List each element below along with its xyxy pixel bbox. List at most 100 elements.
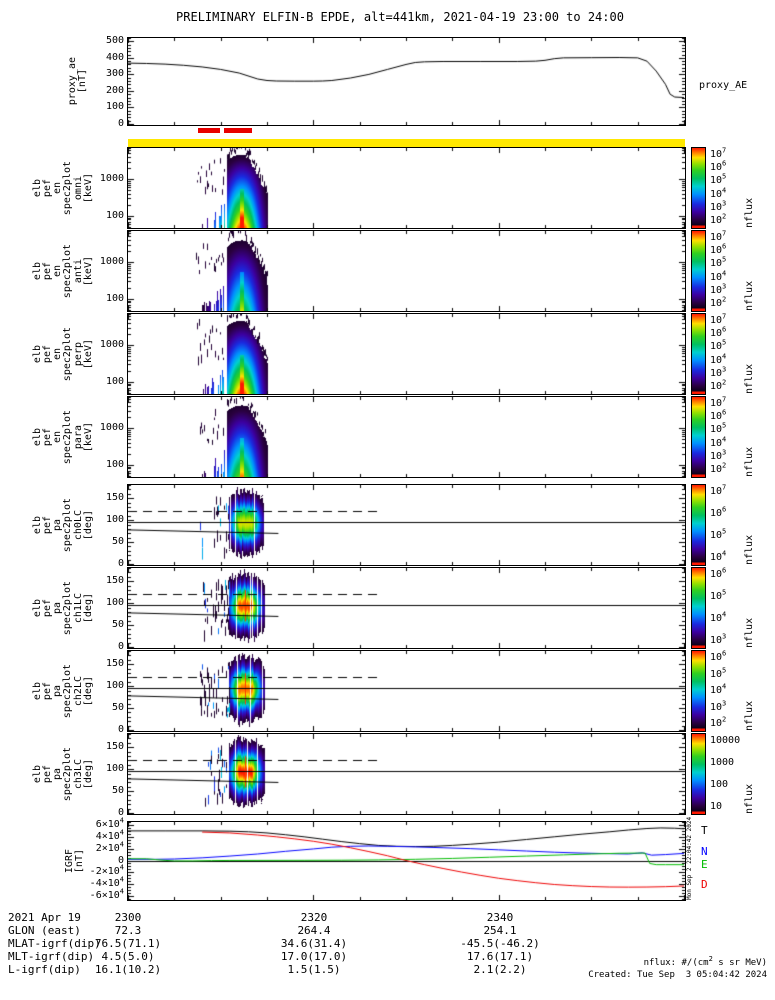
colorbar	[691, 484, 706, 566]
xaxis-row-value: -45.5(-46.2)	[460, 937, 540, 950]
colorbar-tick-label: 105	[710, 666, 727, 680]
xaxis-row-value: 17.0(17.0)	[280, 950, 348, 963]
colorbar-unit-label: nflux	[744, 783, 755, 814]
colorbar-tick-label: 104	[710, 682, 727, 696]
y-tick-label: 150	[105, 741, 124, 753]
xaxis-row-label: 2021 Apr 19	[8, 911, 81, 924]
y-tick-label: 0	[117, 807, 124, 818]
colorbar-tick-label: 107	[710, 229, 727, 243]
y-tick-label: 1000	[99, 173, 124, 185]
y-tick-label: 0	[117, 724, 124, 735]
y-tick-label: 50	[111, 785, 124, 797]
colorbar-unit-label: nflux	[744, 446, 755, 477]
status-bar-yellow	[128, 139, 685, 147]
pa-spec-plot-ch3LC	[127, 733, 686, 815]
colorbar	[691, 230, 706, 312]
colorbar-tick-label: 102	[710, 212, 727, 226]
y-tick-label: 1000	[99, 339, 124, 351]
en-spec-plot-para	[127, 396, 686, 478]
colorbar	[691, 650, 706, 732]
en-spec-plot-omni	[127, 147, 686, 229]
colorbar-tick-label: 106	[710, 649, 727, 663]
colorbar-tick-label: 107	[710, 146, 727, 160]
colorbar-unit-label: nflux	[744, 617, 755, 648]
colorbar	[691, 313, 706, 395]
panel-side-label-line: spec2plot	[62, 409, 74, 465]
panel-side-label-line: spec2plot	[62, 160, 74, 216]
colorbar-tick-label: 105	[710, 173, 727, 187]
colorbar-tick-label: 107	[710, 483, 727, 497]
figure-title: PRELIMINARY ELFIN-B EPDE, alt=441km, 202…	[176, 10, 624, 24]
y-tick-label: 100	[105, 680, 124, 692]
xaxis-row-value: 2300	[114, 911, 142, 924]
y-tick-label: 0	[117, 558, 124, 569]
xaxis-row-value: 34.6(31.4)	[280, 937, 348, 950]
xaxis-row-value: 17.6(17.1)	[466, 950, 534, 963]
y-tick-label: 150	[105, 575, 124, 587]
colorbar-tick-label: 103	[710, 699, 727, 713]
colorbar-unit-label: nflux	[744, 700, 755, 731]
colorbar-tick-label: 106	[710, 159, 727, 174]
panel-side-label-line: spec2plot	[62, 243, 74, 299]
colorbar-tick-label: 102	[710, 461, 727, 475]
xaxis-row-value: 16.1(10.2)	[94, 963, 162, 976]
y-tick-label: 0	[117, 118, 124, 129]
colorbar	[691, 396, 706, 478]
y-tick-label: 300	[105, 68, 124, 80]
y-tick-label: 500	[105, 35, 124, 47]
xaxis-row-value: 2340	[486, 911, 514, 924]
xaxis-row-value: 4.5(5.0)	[101, 950, 155, 963]
status-bar-red	[223, 128, 253, 133]
colorbar-tick-label: 102	[710, 378, 727, 392]
xaxis-row-label: MLAT-igrf(dip)	[8, 937, 101, 950]
colorbar-tick-label: 10000	[710, 735, 741, 746]
colorbar-unit-label: nflux	[744, 534, 755, 565]
colorbar-tick-label: 102	[710, 295, 727, 309]
y-tick-label: 4×104	[95, 828, 124, 842]
y-tick-label: 400	[105, 51, 124, 63]
colorbar-tick-label: 106	[710, 505, 727, 519]
y-tick-label: 100	[105, 292, 124, 304]
panel-side-label-line: spec2plot	[62, 326, 74, 382]
colorbar-unit-label: nflux	[744, 363, 755, 394]
y-tick-label: -2×104	[89, 864, 124, 878]
colorbar-tick-label: 106	[710, 325, 727, 340]
y-tick-label: 100	[105, 101, 124, 113]
xaxis-row-value: 1.5(1.5)	[287, 963, 341, 976]
y-tick-label: 50	[111, 619, 124, 631]
footer-nflux-units: nflux: #/(cm2 s sr MeV)	[643, 955, 767, 969]
y-tick-label: 100	[105, 763, 124, 775]
igrf-legend-T: T	[701, 824, 708, 837]
colorbar-tick-label: 103	[710, 282, 727, 296]
igrf-legend-E: E	[701, 858, 708, 871]
y-tick-label: 50	[111, 702, 124, 714]
colorbar-tick-label: 104	[710, 610, 727, 624]
pa-spec-plot-ch1LC	[127, 567, 686, 649]
y-tick-label: 100	[105, 209, 124, 221]
colorbar-tick-label: 105	[710, 339, 727, 353]
y-tick-label: 100	[105, 597, 124, 609]
colorbar-tick-label: 104	[710, 186, 727, 200]
y-tick-label: 200	[105, 84, 124, 96]
colorbar-tick-label: 103	[710, 448, 727, 462]
y-tick-label: 150	[105, 658, 124, 670]
colorbar-tick-label: 104	[710, 435, 727, 449]
proxy-ae-plot	[127, 37, 686, 126]
igrf-legend-N: N	[701, 845, 708, 858]
y-tick-label: 100	[105, 458, 124, 470]
xaxis-row-value: 264.4	[297, 924, 331, 937]
colorbar-tick-label: 105	[710, 256, 727, 270]
xaxis-row-value: 2320	[300, 911, 328, 924]
xaxis-row-value: 254.1	[483, 924, 517, 937]
igrf-legend-D: D	[701, 878, 708, 891]
colorbar	[691, 147, 706, 229]
colorbar-tick-label: 104	[710, 352, 727, 366]
y-tick-label: 50	[111, 536, 124, 548]
y-tick-label: 2×104	[95, 840, 124, 854]
colorbar-tick-label: 104	[710, 549, 727, 563]
pa-spec-plot-ch2LC	[127, 650, 686, 732]
xaxis-row-value: 76.5(71.1)	[94, 937, 162, 950]
colorbar-tick-label: 106	[710, 566, 727, 580]
colorbar-unit-label: nflux	[744, 280, 755, 311]
